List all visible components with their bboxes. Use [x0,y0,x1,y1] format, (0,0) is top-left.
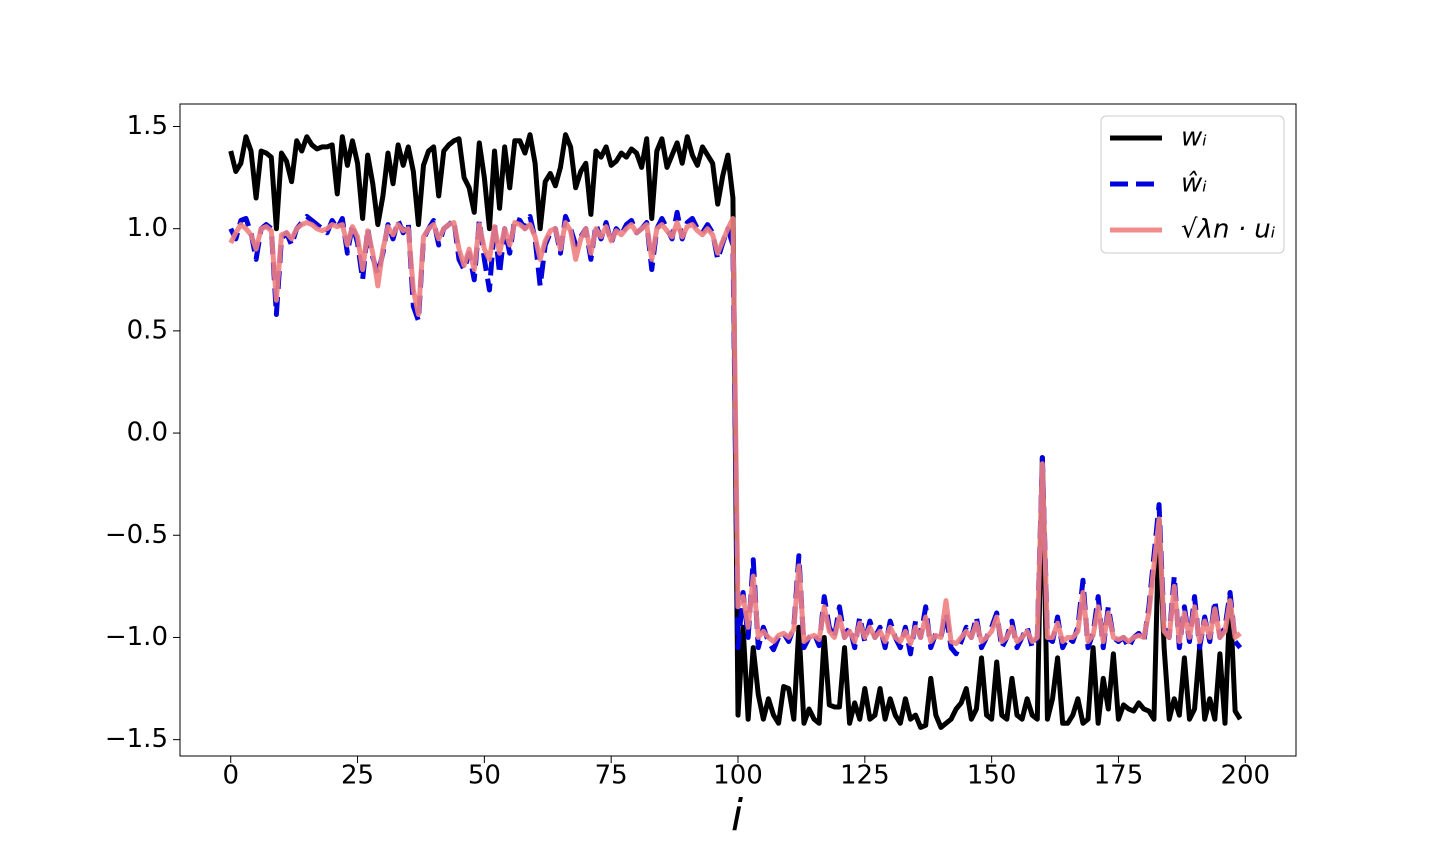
legend-label: √λn · uᵢ [1181,215,1276,245]
legend-label: ŵᵢ [1181,169,1207,199]
x-tick-label: 75 [595,761,628,791]
legend-box [1100,115,1285,254]
plot-frame [179,103,1297,757]
y-tick-label: 0.5 [127,315,168,345]
y-tick-label: 0.0 [127,418,168,448]
x-tick-label: 125 [840,761,890,791]
x-axis-label: i [731,790,744,841]
legend-label: wᵢ [1181,123,1207,153]
x-tick-label: 150 [967,761,1017,791]
y-tick-label: 1.0 [127,213,168,243]
y-tick-label: −1.0 [105,622,168,652]
y-tick-label: 1.5 [127,111,168,141]
x-tick-label: 100 [713,761,763,791]
x-tick-label: 25 [341,761,374,791]
x-tick-label: 50 [468,761,501,791]
x-tick-label: 200 [1220,761,1270,791]
x-tick-label: 175 [1094,761,1144,791]
y-tick-label: −1.5 [105,724,168,754]
series-line [228,215,1242,647]
y-tick-label: −0.5 [105,520,168,550]
x-tick-label: 0 [222,761,239,791]
